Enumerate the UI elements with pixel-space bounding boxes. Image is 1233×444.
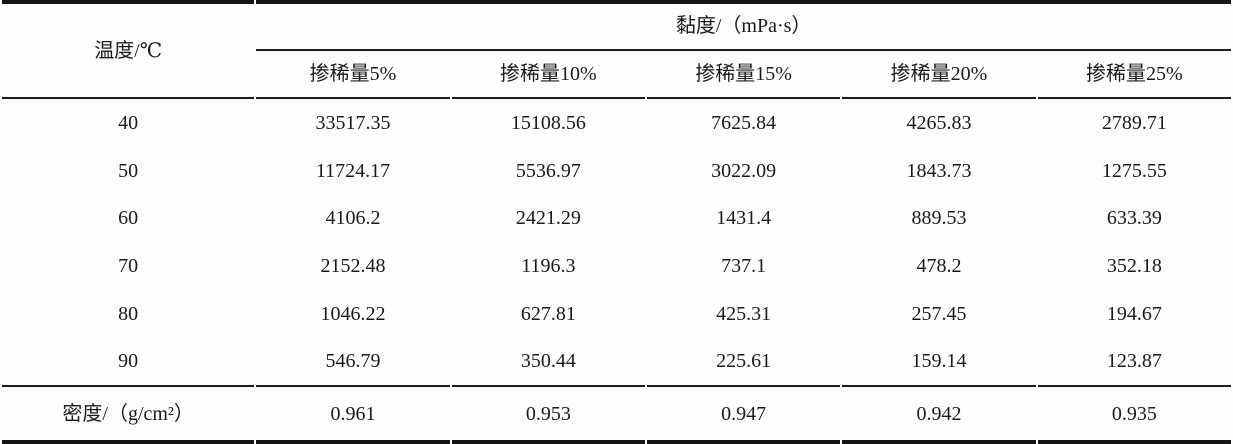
density-label-cell: 密度/（g/cm²）	[2, 385, 255, 444]
viscosity-value-cell: 3022.09	[711, 159, 777, 182]
viscosity-value-cell: 257.45	[911, 302, 967, 325]
density-footer-row: 密度/（g/cm²） 0.961 0.953 0.947 0.942 0.935	[2, 385, 1231, 444]
viscosity-value-cell: 425.31	[716, 302, 772, 325]
viscosity-value-cell: 2152.48	[320, 255, 386, 278]
viscosity-value-cell: 225.61	[716, 350, 772, 373]
table-row: 50 11724.17 5536.97 3022.09 1843.73 1275…	[2, 147, 1231, 195]
viscosity-value-cell: 1196.3	[521, 255, 576, 278]
viscosity-value-cell: 159.14	[911, 350, 967, 373]
subheader-dilution-20: 掺稀量20%	[842, 51, 1036, 100]
viscosity-value-cell: 1046.22	[320, 302, 386, 325]
viscosity-group-header-cell: 黏度/（mPa·s）	[256, 0, 1231, 51]
temperature-cell: 60	[118, 207, 139, 230]
viscosity-value-cell: 33517.35	[315, 112, 391, 135]
viscosity-value-cell: 546.79	[325, 350, 381, 373]
viscosity-value-cell: 2421.29	[515, 207, 581, 230]
temperature-cell: 80	[118, 302, 139, 325]
viscosity-value-cell: 5536.97	[515, 159, 581, 182]
header-row-subheaders: 掺稀量5% 掺稀量10% 掺稀量15% 掺稀量20% 掺稀量25%	[2, 51, 1231, 100]
subheader-dilution-25: 掺稀量25%	[1037, 51, 1231, 100]
viscosity-value-cell: 4106.2	[325, 207, 381, 230]
viscosity-value-cell: 633.39	[1106, 207, 1162, 230]
viscosity-value-cell: 352.18	[1106, 255, 1162, 278]
viscosity-value-cell: 194.67	[1106, 302, 1162, 325]
table-row: 40 33517.35 15108.56 7625.84 4265.83 278…	[2, 99, 1231, 147]
temperature-header-cell: 温度/℃	[2, 0, 255, 100]
viscosity-value-cell: 737.1	[721, 255, 767, 278]
viscosity-value-cell: 11724.17	[315, 159, 391, 182]
viscosity-value-cell: 15108.56	[510, 112, 586, 135]
density-value-cell: 0.961	[256, 385, 450, 444]
temperature-cell: 40	[118, 112, 139, 135]
density-value-cell: 0.935	[1037, 385, 1231, 444]
subheader-dilution-5: 掺稀量5%	[256, 51, 450, 100]
viscosity-value-cell: 4265.83	[906, 112, 972, 135]
viscosity-value-cell: 1843.73	[906, 159, 972, 182]
viscosity-value-cell: 627.81	[520, 302, 576, 325]
table-row: 60 4106.2 2421.29 1431.4 889.53 633.39	[2, 195, 1231, 243]
viscosity-value-cell: 7625.84	[711, 112, 777, 135]
table-row: 80 1046.22 627.81 425.31 257.45 194.67	[2, 290, 1231, 338]
temperature-cell: 90	[118, 350, 139, 373]
viscosity-value-cell: 350.44	[520, 350, 576, 373]
viscosity-value-cell: 1275.55	[1101, 159, 1167, 182]
viscosity-value-cell: 1431.4	[716, 207, 772, 230]
density-value-cell: 0.953	[451, 385, 645, 444]
table-row: 90 546.79 350.44 225.61 159.14 123.87	[2, 338, 1231, 386]
viscosity-value-cell: 123.87	[1106, 350, 1162, 373]
viscosity-value-cell: 889.53	[911, 207, 967, 230]
viscosity-value-cell: 478.2	[916, 255, 962, 278]
subheader-dilution-10: 掺稀量10%	[451, 51, 645, 100]
temperature-cell: 70	[118, 255, 139, 278]
header-row-group: 温度/℃ 黏度/（mPa·s）	[2, 0, 1231, 100]
density-value-cell: 0.942	[842, 385, 1036, 444]
viscosity-value-cell: 2789.71	[1101, 112, 1167, 135]
subheader-dilution-15: 掺稀量15%	[646, 51, 841, 100]
table-row: 70 2152.48 1196.3 737.1 478.2 352.18	[2, 242, 1231, 290]
density-value-cell: 0.947	[646, 385, 841, 444]
temperature-cell: 50	[118, 159, 139, 182]
